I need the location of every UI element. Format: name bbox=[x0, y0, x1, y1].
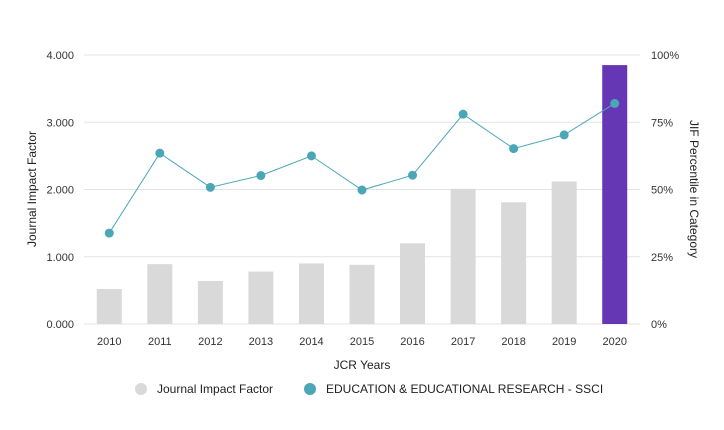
legend-label-bar: Journal Impact Factor bbox=[157, 382, 273, 396]
y-tick-label-left: 2.000 bbox=[46, 185, 74, 197]
bar bbox=[501, 202, 527, 324]
x-axis-title: JCR Years bbox=[334, 358, 391, 372]
x-tick-label: 2012 bbox=[198, 336, 222, 348]
x-tick-label: 2018 bbox=[501, 336, 525, 348]
y-tick-label-right: 25% bbox=[651, 252, 673, 264]
bar bbox=[400, 243, 426, 324]
bars-group bbox=[96, 65, 628, 325]
bar bbox=[248, 271, 274, 324]
y-axis-title-left: Journal Impact Factor bbox=[25, 131, 39, 247]
x-tick-label: 2020 bbox=[602, 336, 626, 348]
line-point bbox=[205, 182, 215, 192]
x-tick-label: 2010 bbox=[97, 336, 121, 348]
x-tick-label: 2013 bbox=[249, 336, 273, 348]
bar bbox=[197, 280, 223, 324]
legend-marker-bar bbox=[135, 383, 147, 395]
line-point bbox=[256, 171, 266, 181]
y-tick-label-right: 0% bbox=[651, 319, 667, 331]
y-tick-label-right: 100% bbox=[651, 50, 679, 62]
line-point bbox=[104, 228, 114, 238]
x-tick-labels: 2010 2011 2012 2013 2014 2015 2016 2017 2018 2019… bbox=[97, 336, 627, 348]
legend-marker-line bbox=[304, 383, 316, 395]
y-tick-label-right: 75% bbox=[651, 117, 673, 129]
line-group bbox=[104, 98, 620, 238]
y-tick-label-left: 1.000 bbox=[46, 252, 74, 264]
x-tick-label: 2016 bbox=[400, 336, 424, 348]
y-axis-title-right: JIF Percentile in Category bbox=[687, 120, 701, 258]
y-tick-label-left: 4.000 bbox=[46, 50, 74, 62]
bar bbox=[298, 263, 324, 324]
bar bbox=[551, 181, 577, 324]
x-tick-label: 2015 bbox=[350, 336, 374, 348]
x-tick-label: 2019 bbox=[552, 336, 576, 348]
legend: Journal Impact Factor EDUCATION & EDUCAT… bbox=[135, 382, 603, 396]
y-tick-label-left: 3.000 bbox=[46, 117, 74, 129]
line-point bbox=[155, 148, 165, 158]
y-tick-labels-left: 0.000 1.000 2.000 3.000 4.000 bbox=[46, 50, 74, 331]
bar bbox=[349, 264, 375, 324]
y-tick-labels-right: 0% 25% 50% 75% 100% bbox=[651, 50, 679, 331]
line-point bbox=[610, 98, 620, 108]
y-tick-label-left: 0.000 bbox=[46, 319, 74, 331]
bar bbox=[147, 264, 173, 324]
series-line bbox=[108, 102, 615, 234]
line-point bbox=[306, 151, 316, 161]
bar bbox=[450, 188, 476, 324]
line-point bbox=[408, 170, 418, 180]
line-point bbox=[509, 144, 519, 154]
y-tick-label-right: 50% bbox=[651, 185, 673, 197]
x-tick-label: 2017 bbox=[451, 336, 475, 348]
legend-label-line: EDUCATION & EDUCATIONAL RESEARCH - SSCI bbox=[326, 382, 603, 396]
bar bbox=[96, 289, 122, 324]
x-tick-label: 2011 bbox=[148, 336, 172, 348]
line-point bbox=[458, 109, 468, 119]
line-point bbox=[559, 130, 569, 140]
x-tick-label: 2014 bbox=[299, 336, 323, 348]
line-point bbox=[357, 185, 367, 195]
